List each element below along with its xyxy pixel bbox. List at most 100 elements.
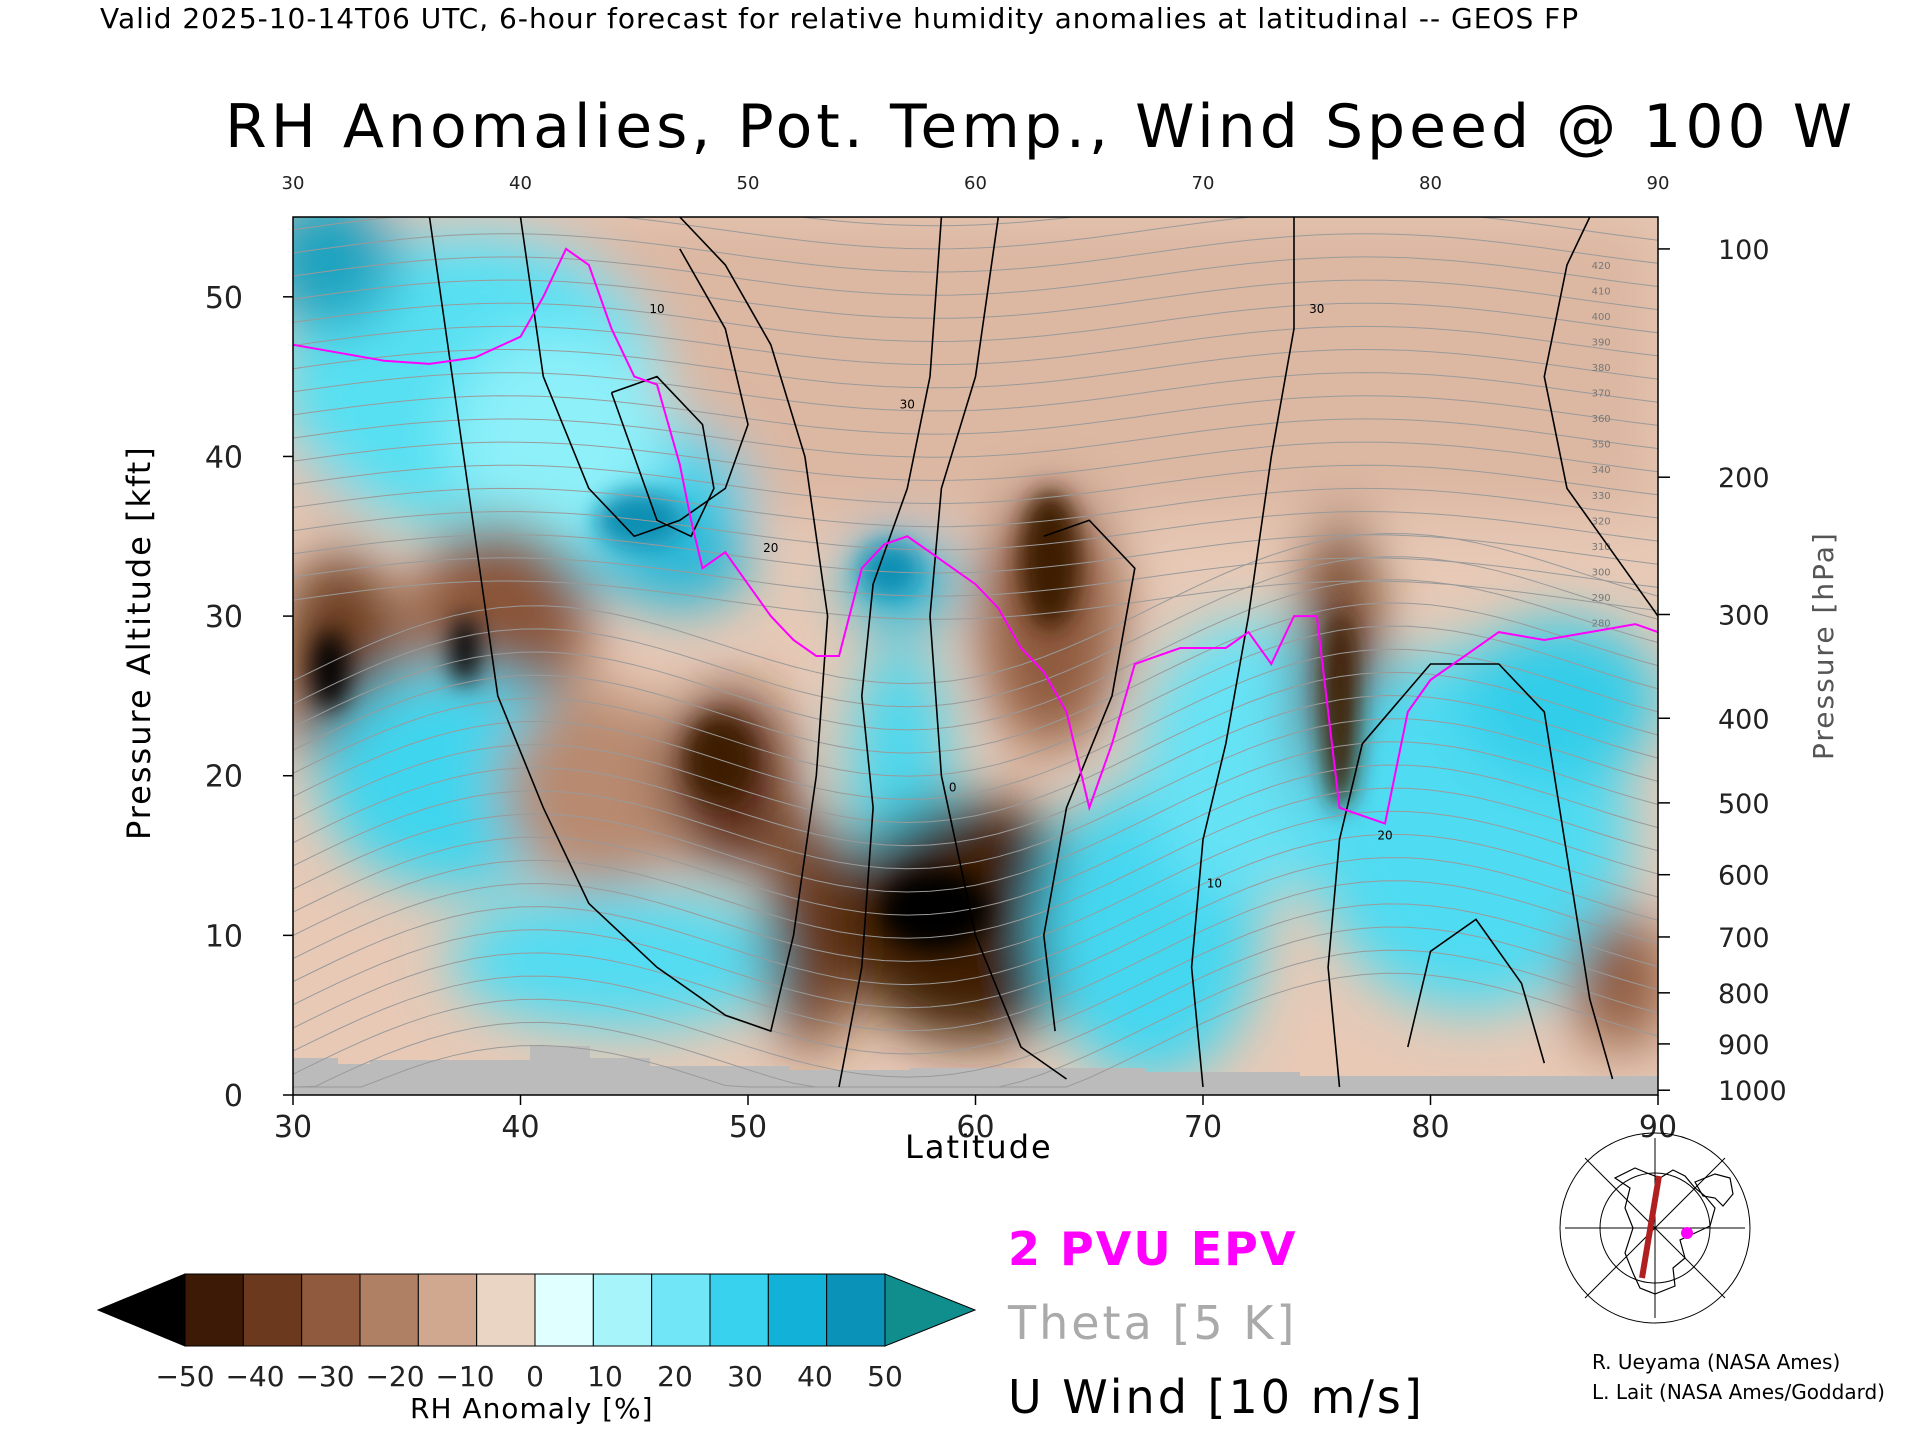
wind-contour: [428, 217, 829, 1033]
y-tick-label: 10: [205, 919, 243, 954]
colorbar-swatch: [359, 1273, 419, 1347]
theta-contour: [293, 487, 1658, 528]
theta-contour-label: 290: [1592, 593, 1611, 604]
colorbar-swatch: [651, 1273, 711, 1347]
theta-contour-label: 350: [1592, 440, 1611, 451]
y-axis-pressure: 100 200 300 400 500 600 700 800 900 1000: [1658, 235, 1787, 1107]
theta-contour: [293, 510, 1658, 551]
theta-contour-label: 360: [1592, 414, 1611, 425]
colorbar-tick-label: −10: [435, 1360, 494, 1393]
theta-contour-label: 420: [1592, 261, 1611, 272]
theta-contour: [293, 833, 1658, 986]
colorbar-tick-label: −30: [295, 1360, 354, 1393]
y-tick-label: 0: [224, 1079, 243, 1114]
theta-contour-label: 380: [1592, 363, 1611, 374]
x-tick-label: 90: [1639, 1110, 1677, 1145]
theta-contour: [293, 857, 1658, 1009]
theta-contour: [293, 233, 1658, 273]
epv-2pvu-line: [293, 247, 1658, 825]
theta-contour: [293, 694, 1658, 847]
pressure-tick-label: 800: [1718, 979, 1770, 1010]
colorbar-tick-label: 40: [797, 1360, 833, 1393]
theta-contour: [293, 810, 1658, 962]
colorbar-right-arrow: [884, 1273, 977, 1347]
colorbar-swatch: [417, 1273, 478, 1347]
colorbar-tick-label: 30: [727, 1360, 763, 1393]
x-axis-label: Latitude: [905, 1128, 1053, 1166]
y-axis-left: 0 10 20 30 40 50: [205, 281, 293, 1114]
colorbar-swatch: [767, 1273, 828, 1347]
colorbar-tick-label: 50: [867, 1360, 903, 1393]
pressure-tick-label: 900: [1718, 1030, 1770, 1061]
theta-contour: [293, 741, 1658, 893]
x-tick-label: 30: [274, 1110, 312, 1145]
wind-contour-label: 30: [900, 398, 915, 412]
theta-contour: [796, 217, 1658, 227]
theta-contour-label: 300: [1592, 567, 1611, 578]
legend-theta: Theta [5 K]: [1008, 1296, 1298, 1350]
x-tick-label: 60: [956, 1110, 994, 1145]
theta-contour: [293, 671, 1658, 824]
theta-contour: [293, 556, 1658, 708]
wind-contour-label: 10: [1207, 876, 1222, 890]
theta-contour: [293, 302, 1658, 343]
wind-contour: [838, 217, 943, 1088]
y-tick-label: 50: [205, 281, 243, 316]
map-marker-dot: [1681, 1227, 1693, 1239]
wind-contour: [1407, 918, 1546, 1064]
x-top-tick-label: 60: [964, 173, 987, 194]
x-axis-bottom: 30 40 50 60 70 80 90: [274, 1095, 1677, 1145]
credit-line-1: R. Ueyama (NASA Ames): [1592, 1350, 1841, 1374]
theta-contours: 4204104003903803703603503403303203103002…: [293, 217, 1658, 1088]
pressure-tick-label: 400: [1718, 704, 1770, 735]
valid-time-text: Valid 2025-10-14T06 UTC, 6-hour forecast…: [100, 2, 1580, 35]
theta-contour-label: 330: [1592, 491, 1611, 502]
colorbar-tick-label: 0: [526, 1360, 544, 1393]
chart-title: RH Anomalies, Pot. Temp., Wind Speed @ 1…: [225, 92, 1857, 162]
colorbar-tick-label: 20: [657, 1360, 693, 1393]
theta-contour: [293, 534, 1658, 574]
wind-contour-label: 0: [949, 781, 957, 795]
wind-contour: [929, 217, 1067, 1080]
colorbar-swatch: [184, 1273, 244, 1347]
theta-contour: [293, 532, 1658, 685]
theta-contour: [293, 903, 1658, 1055]
pressure-tick-label: 100: [1718, 235, 1770, 266]
y-tick-label: 20: [205, 760, 243, 795]
wind-contour: [519, 217, 749, 538]
legend-epv: 2 PVU EPV: [1008, 1222, 1298, 1276]
x-tick-label: 50: [729, 1110, 767, 1145]
theta-contour: [293, 256, 1658, 296]
credit-line-2: L. Lait (NASA Ames/Goddard): [1592, 1380, 1885, 1404]
pressure-tick-label: 1000: [1718, 1076, 1787, 1107]
colorbar-swatch: [476, 1273, 536, 1347]
colorbar-tick-label: 10: [587, 1360, 623, 1393]
wind-contour-label: 10: [649, 302, 664, 316]
rh-colorbar: −50 −40 −30 −20 −10 0 10 20 30 40 50: [96, 1273, 977, 1393]
theta-contour: [293, 418, 1658, 458]
pressure-tick-label: 300: [1718, 600, 1770, 631]
theta-contour: [293, 926, 1658, 1078]
x-top-tick-label: 90: [1647, 173, 1670, 194]
colorbar-tick-label: −20: [365, 1360, 424, 1393]
wind-contour: [610, 375, 715, 538]
colorbar-label: RH Anomaly [%]: [410, 1392, 654, 1425]
x-top-tick-label: 30: [282, 173, 305, 194]
x-top-tick-label: 70: [1192, 173, 1215, 194]
wind-contour-label: 30: [1309, 302, 1324, 316]
y-tick-label: 30: [205, 600, 243, 635]
theta-contour: [293, 217, 1658, 250]
legend-wind: U Wind [10 m/s]: [1008, 1370, 1425, 1424]
x-tick-label: 80: [1411, 1110, 1449, 1145]
pressure-tick-label: 700: [1718, 923, 1770, 954]
theta-contour: [293, 372, 1658, 412]
theta-contour: [293, 602, 1658, 754]
theta-contour: [293, 579, 1658, 731]
theta-contour: [293, 625, 1658, 777]
y-tick-label: 40: [205, 440, 243, 475]
theta-contour-label: 320: [1592, 516, 1611, 527]
wind-contour-label: 20: [1377, 829, 1392, 843]
theta-contour: [293, 348, 1658, 389]
